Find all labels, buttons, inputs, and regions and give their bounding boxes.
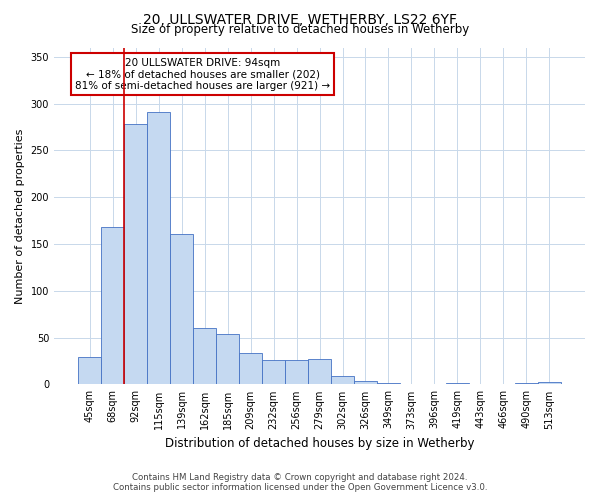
Y-axis label: Number of detached properties: Number of detached properties — [15, 128, 25, 304]
Bar — [124, 124, 147, 384]
Bar — [170, 234, 193, 384]
Bar — [239, 352, 262, 384]
Bar — [285, 360, 308, 384]
Bar — [216, 334, 239, 384]
Bar — [147, 112, 170, 384]
Bar — [101, 227, 124, 384]
Bar — [78, 358, 101, 384]
Bar — [193, 328, 216, 384]
Text: Contains HM Land Registry data © Crown copyright and database right 2024.
Contai: Contains HM Land Registry data © Crown c… — [113, 473, 487, 492]
Bar — [354, 380, 377, 384]
Bar — [331, 376, 354, 384]
X-axis label: Distribution of detached houses by size in Wetherby: Distribution of detached houses by size … — [165, 437, 474, 450]
Text: 20 ULLSWATER DRIVE: 94sqm
← 18% of detached houses are smaller (202)
81% of semi: 20 ULLSWATER DRIVE: 94sqm ← 18% of detac… — [75, 58, 330, 91]
Bar — [262, 360, 285, 384]
Bar — [308, 359, 331, 384]
Text: 20, ULLSWATER DRIVE, WETHERBY, LS22 6YF: 20, ULLSWATER DRIVE, WETHERBY, LS22 6YF — [143, 12, 457, 26]
Bar — [538, 382, 561, 384]
Text: Size of property relative to detached houses in Wetherby: Size of property relative to detached ho… — [131, 22, 469, 36]
